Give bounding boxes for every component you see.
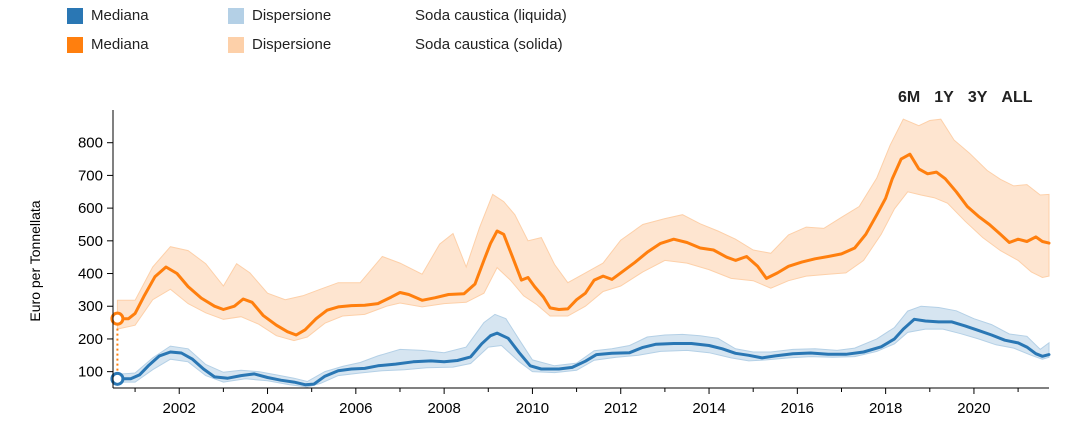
legend-swatch-median-liquida — [67, 7, 83, 24]
median-line-solida — [115, 152, 1051, 337]
hover-marker-liquida — [110, 371, 125, 386]
x-tick-label-2012: 2012 — [604, 400, 637, 417]
y-tick-label-700: 700 — [78, 167, 103, 184]
x-tick-label-2006: 2006 — [339, 400, 372, 417]
legend-series-name-solida: Soda caustica (solida) — [415, 36, 563, 53]
legend-swatch-band-liquida — [228, 7, 244, 24]
x-tick-label-2016: 2016 — [781, 400, 814, 417]
legend-item-band-solida[interactable]: Dispersione — [228, 36, 331, 53]
x-tick-label-2018: 2018 — [869, 400, 902, 417]
range-button-6m[interactable]: 6M — [898, 89, 921, 106]
y-tick-label-200: 200 — [78, 331, 103, 348]
dispersion-band-liquida — [116, 305, 1050, 388]
y-tick-label-100: 100 — [78, 364, 103, 381]
y-axis-label: Euro per Tonnellata — [27, 200, 43, 321]
x-tick-label-2008: 2008 — [427, 400, 460, 417]
legend-label-median-liquida: Mediana — [91, 7, 149, 24]
y-tick-label-600: 600 — [78, 200, 103, 217]
x-tick-label-2020: 2020 — [957, 400, 990, 417]
x-tick-label-2004: 2004 — [251, 400, 284, 417]
y-tick-label-500: 500 — [78, 233, 103, 250]
x-tick-label-2014: 2014 — [692, 400, 725, 417]
legend-item-band-liquida[interactable]: Dispersione — [228, 7, 331, 24]
legend-label-median-solida: Mediana — [91, 36, 149, 53]
range-button-1y[interactable]: 1Y — [934, 89, 954, 106]
range-selector: 6M 1Y 3Y ALL — [898, 89, 1033, 107]
dispersion-band-solida — [116, 118, 1050, 342]
range-button-all[interactable]: ALL — [1001, 89, 1033, 106]
median-line-liquida — [115, 317, 1051, 387]
legend-item-median-liquida[interactable]: Mediana — [67, 7, 149, 24]
legend-label-band-solida: Dispersione — [252, 36, 332, 53]
legend-series-label-liquida: Soda caustica (liquida) — [415, 7, 567, 24]
legend-series-label-solida: Soda caustica (solida) — [415, 36, 563, 53]
range-button-3y[interactable]: 3Y — [967, 89, 988, 106]
legend-series-name-liquida: Soda caustica (liquida) — [415, 7, 567, 24]
x-tick-label-2002: 2002 — [163, 400, 196, 417]
y-tick-label-400: 400 — [78, 266, 103, 283]
legend-swatch-band-solida — [228, 36, 244, 53]
legend-item-median-solida[interactable]: Mediana — [67, 36, 149, 53]
hover-marker-solida — [110, 311, 125, 326]
legend-swatch-median-solida — [67, 36, 83, 53]
y-tick-label-300: 300 — [78, 298, 103, 315]
x-tick-label-2010: 2010 — [516, 400, 549, 417]
legend-label-band-liquida: Dispersione — [252, 7, 332, 24]
y-tick-label-800: 800 — [78, 135, 103, 152]
